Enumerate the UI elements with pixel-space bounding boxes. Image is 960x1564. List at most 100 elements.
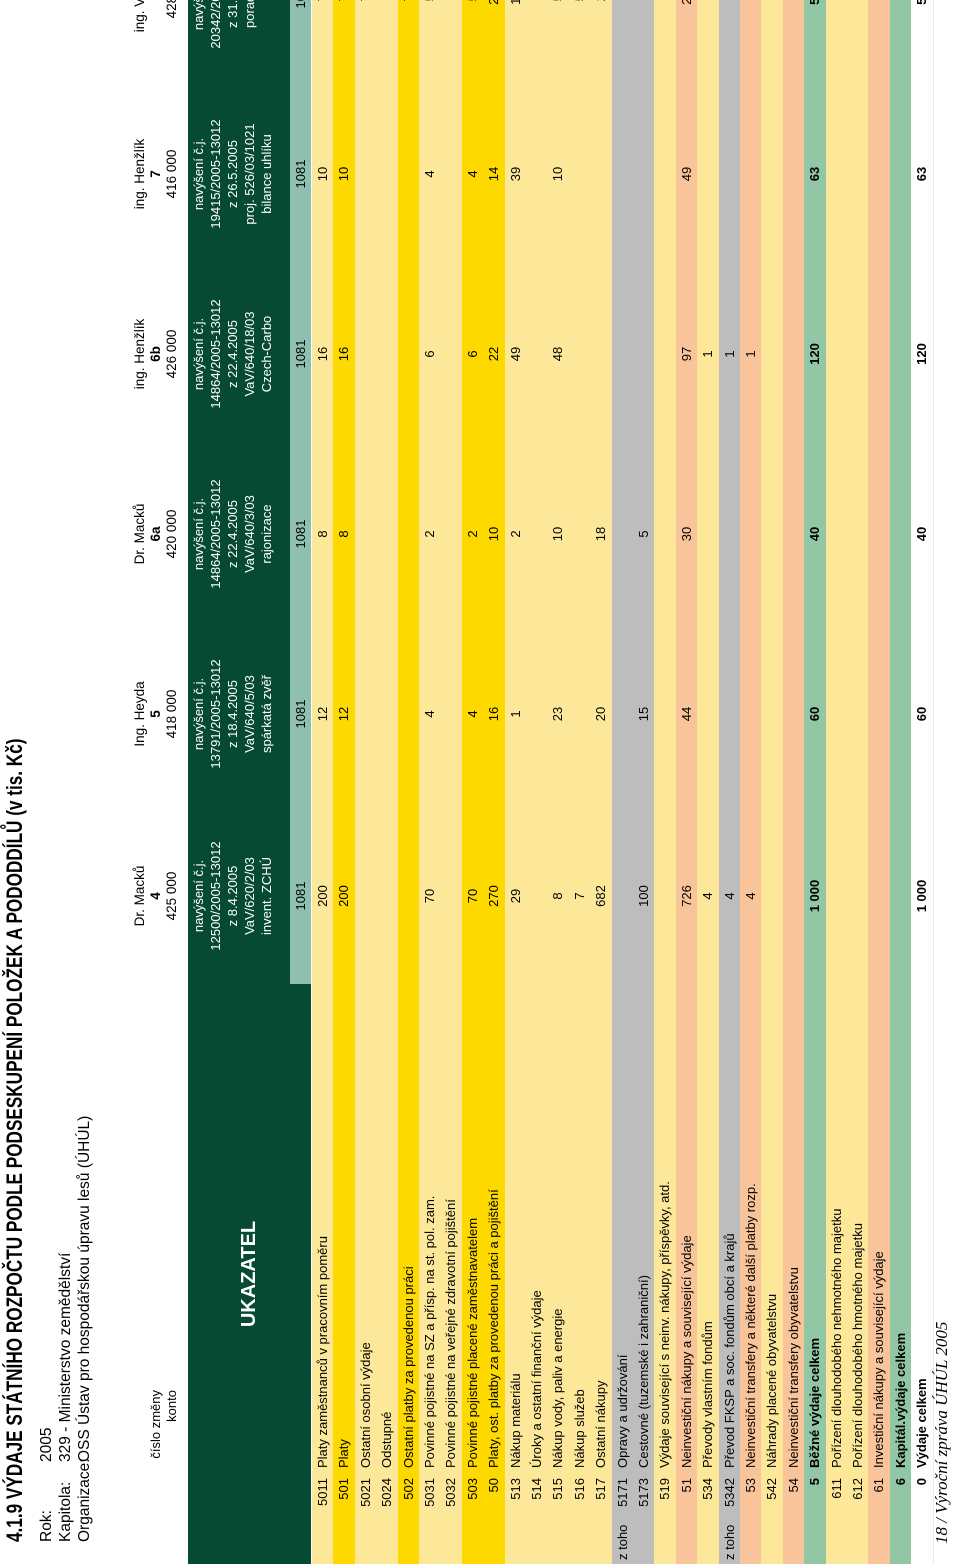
row-value: 200	[315, 885, 330, 907]
table-row: 501 Platy 200 12 8 16 10 74	[333, 0, 356, 1564]
row-code: 50	[486, 1478, 502, 1493]
row-value	[633, 84, 654, 264]
row-value: 63	[807, 166, 823, 182]
column-description: navýšení č.j. 13791/2005-13012 z 18.4.2005…	[188, 624, 291, 804]
column-description-line: navýšení č.j.	[190, 0, 207, 84]
row-value: 682	[593, 885, 609, 907]
row-value: 7	[571, 892, 587, 900]
row-value	[719, 444, 740, 624]
row-code: 515	[550, 1478, 566, 1500]
table-row: 514 Úroky a ostatní finanční výdaje	[526, 0, 549, 1564]
row-value: 40	[914, 526, 930, 542]
row-value	[826, 0, 847, 84]
row-code: 513	[507, 1478, 523, 1500]
meta-key: Organizace:	[76, 1458, 93, 1542]
column-description-line: VaV/640/3/03	[242, 495, 257, 573]
row-value	[612, 264, 633, 444]
page-title: 4.1.9 VÝDAJE STÁTNÍHO ROZPOČTU PODLE POD…	[2, 738, 27, 1542]
row-value	[398, 624, 419, 804]
row-code: 534	[700, 1478, 716, 1500]
row-value	[890, 0, 911, 84]
column-code: 1081	[293, 159, 308, 189]
row-prefix	[355, 1519, 376, 1564]
column-description-line: navýšení č.j.	[191, 859, 206, 933]
row-prefix	[633, 1519, 654, 1564]
column-konto: 418 000	[164, 689, 179, 739]
column-description-line: spárkatá zvěř	[259, 674, 274, 754]
row-value: 49	[678, 166, 694, 182]
row-value	[783, 806, 804, 986]
row-name: Pořízení dlouhodobého nehmotného majetku	[828, 1208, 844, 1468]
row-name: Povinné pojistné placené zaměstnavatelem	[464, 1217, 480, 1468]
row-value	[697, 444, 718, 624]
column-change: 6b	[148, 346, 163, 362]
table-row: 5032 Povinné pojistné na veřejné zdravotn…	[440, 0, 463, 1564]
column-description-line: 13791/2005-13012	[208, 659, 223, 769]
row-value: 8	[336, 530, 352, 538]
column-description-line: 14864/2005-13012	[208, 299, 223, 409]
row-value: 16	[315, 346, 330, 362]
row-value: 39	[507, 166, 523, 182]
column-description-line: VaV/640/5/03	[242, 675, 257, 753]
row-code: 5032	[443, 1478, 459, 1507]
column-change: 5	[148, 710, 163, 718]
row-value: 74	[398, 0, 419, 84]
row-code: 53	[743, 1478, 758, 1493]
row-value	[398, 806, 419, 986]
row-value: 70	[464, 888, 480, 904]
table-row: 5031 Povinné pojistné na SZ a přísp. na s…	[419, 0, 442, 1564]
row-value: 6	[422, 350, 437, 358]
row-value	[783, 444, 804, 624]
row-value	[783, 84, 804, 264]
row-value: 1	[721, 350, 737, 358]
column-description-line: rajonizace	[259, 504, 274, 564]
row-value	[847, 264, 868, 444]
row-value: 22	[486, 346, 502, 362]
row-value: 29	[507, 888, 523, 904]
row-code: 503	[464, 1478, 480, 1500]
row-prefix	[526, 1519, 547, 1564]
row-value: 500	[911, 0, 932, 84]
row-value	[569, 84, 590, 264]
row-value: 120	[914, 343, 930, 365]
row-value	[847, 806, 868, 986]
row-value: 49	[507, 346, 523, 362]
row-value: 12	[315, 706, 330, 722]
row-prefix	[419, 1519, 440, 1564]
indicator-header: UKAZATEL	[188, 984, 311, 1564]
row-value: 8	[550, 892, 566, 900]
table-row: z toho 5342 Převod FKSP a soc. fondům obcí…	[718, 0, 741, 1564]
column-konto: 416 000	[164, 149, 179, 199]
row-value	[761, 806, 782, 986]
column-konto: 426 000	[164, 329, 179, 379]
row-prefix	[333, 1519, 354, 1564]
row-value: 74	[355, 0, 376, 84]
column-description: navýšení č.j. 14864/2005-13012 z 22.4.2005…	[188, 264, 291, 444]
column-description-line: Czech-Carbo	[259, 315, 274, 393]
row-name: Povinné pojistné na SZ a přísp. na st. p…	[422, 1195, 437, 1468]
row-prefix	[398, 1519, 419, 1564]
row-value	[440, 444, 461, 624]
table-row: 5173 Cestovné (tuzemské i zahraniční) 100 1…	[633, 0, 656, 1564]
row-value	[890, 264, 911, 444]
row-value: 4	[700, 892, 716, 900]
row-value: 30	[678, 526, 694, 542]
table-row: 50 Platy, ost. platby za provedenou práci…	[483, 0, 506, 1564]
row-prefix	[547, 1519, 568, 1564]
row-code: 54	[785, 1478, 801, 1493]
page-footer: 18 / Výroční zpráva ÚHÚL 2005	[932, 1321, 951, 1544]
row-name: Neinvestiční transfery obyvatelstvu	[785, 1267, 801, 1468]
column-header: Ing. Heyda 5 418 000	[132, 624, 180, 804]
row-value	[526, 444, 547, 624]
row-value: 52	[462, 0, 483, 84]
row-prefix	[569, 1519, 590, 1564]
column-description-line: z 31.5.2005	[224, 0, 241, 84]
row-value	[654, 444, 675, 624]
row-value: 4	[464, 710, 480, 718]
column-konto: 420 000	[164, 509, 179, 559]
row-value	[398, 444, 419, 624]
column-description-line: navýšení č.j.	[191, 137, 206, 211]
row-value	[654, 806, 675, 986]
table-row: 51 Neinvestiční nákupy a související výda…	[675, 0, 699, 1564]
